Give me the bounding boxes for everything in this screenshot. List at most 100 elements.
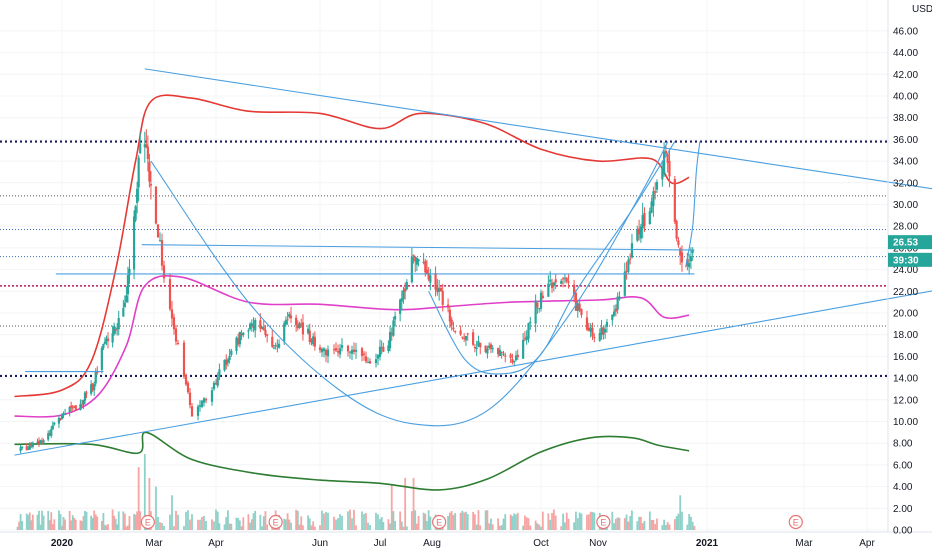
candle-body [242,332,245,336]
candle-body [320,348,324,353]
candle-body [448,309,451,322]
volume-bar [417,515,420,530]
earnings-marker [596,514,611,530]
volume-bar [211,519,213,530]
price-tick-label: 38.00 [893,113,918,124]
indicator-line [14,274,690,418]
candle-body [168,279,172,310]
volume-bar [250,519,253,530]
candle-body [527,323,530,339]
candle-body [450,319,453,326]
candle-body [30,444,33,446]
candle-body [547,283,550,297]
candle-body [71,407,74,409]
candle-body [68,407,71,413]
volume-bar [61,525,63,530]
volume-bar [522,525,525,530]
candle-body [59,418,62,420]
volume-bar [25,513,28,530]
candle-body [301,322,305,335]
volume-bar [136,511,139,530]
price-tick-label: 2.00 [893,504,913,515]
candles-layer [19,129,694,454]
volume-bar [96,516,99,530]
price-axis[interactable]: 0.00 2.00 4.00 6.00 8.00 10.00 12.00 14.00 16.00… [893,26,918,536]
candle-body [122,308,125,317]
volume-bar [249,522,251,530]
volume-bar [404,477,407,530]
volume-bar [479,525,482,530]
candle-body [498,349,502,356]
candle-body [137,157,140,188]
volume-bar [31,514,34,530]
volume-bar [623,518,626,530]
candle-body [250,323,253,327]
candle-body [182,342,186,377]
volume-bar [155,486,157,530]
volume-bar [690,516,692,530]
candle-body [82,399,85,405]
candle-body [260,326,264,329]
time-tick-label: Aug [423,538,441,549]
volume-bar [85,511,88,530]
candle-body [477,341,480,347]
price-tick-label: 12.00 [893,395,918,406]
volume-bar [681,511,683,530]
candle-body [602,327,605,335]
candle-body [172,317,176,330]
candle-body [248,323,252,330]
volume-bar [627,521,630,530]
volume-bar [387,519,390,530]
volume-bar [341,515,343,530]
candle-body [286,319,289,321]
volume-bar [473,514,476,530]
time-tick-label: 2021 [696,538,719,549]
volume-bar [405,526,408,530]
candle-body [123,302,126,308]
volume-bar [111,509,114,530]
candle-body [574,293,578,311]
time-axis[interactable]: 2020 Mar Apr Jun Jul Aug Oct Nov 2021 Mar Apr [51,538,876,549]
volume-bar [134,514,137,530]
volume-bar [205,520,207,530]
candle-body [214,383,218,385]
price-tick-label: 36.00 [893,135,918,146]
volume-bar [565,512,568,530]
volume-bar [302,525,304,530]
candle-body [641,215,644,229]
time-tick-label: Mar [145,538,163,549]
volume-bar [81,520,83,530]
volume-bar [82,516,85,530]
candle-body [62,413,65,416]
volume-bar [337,518,339,530]
earnings-marker [140,514,155,530]
candle-body [94,372,97,384]
earnings-marker-label: E [436,518,442,528]
candle-body [529,321,532,324]
cup-curve [685,141,701,268]
earnings-marker-label: E [793,518,799,528]
price-tick-label: 34.00 [893,157,918,168]
price-tick-label: 46.00 [893,26,918,37]
candle-body [216,377,219,386]
volume-bar [516,512,519,530]
volume-bar [175,510,177,530]
volume-bar [394,520,396,530]
volume-bar [414,510,417,530]
candle-body [91,383,94,391]
volume-bar [68,510,71,530]
candle-body [25,446,28,450]
candle-body [422,261,425,263]
candle-body [128,268,131,276]
volume-bar [127,525,129,530]
candle-body [368,361,372,364]
volume-bar [475,524,478,530]
volume-bar [163,525,165,530]
candle-body [565,278,568,282]
volume-bar [402,526,405,530]
candle-body [230,350,233,355]
candle-body [538,308,541,310]
